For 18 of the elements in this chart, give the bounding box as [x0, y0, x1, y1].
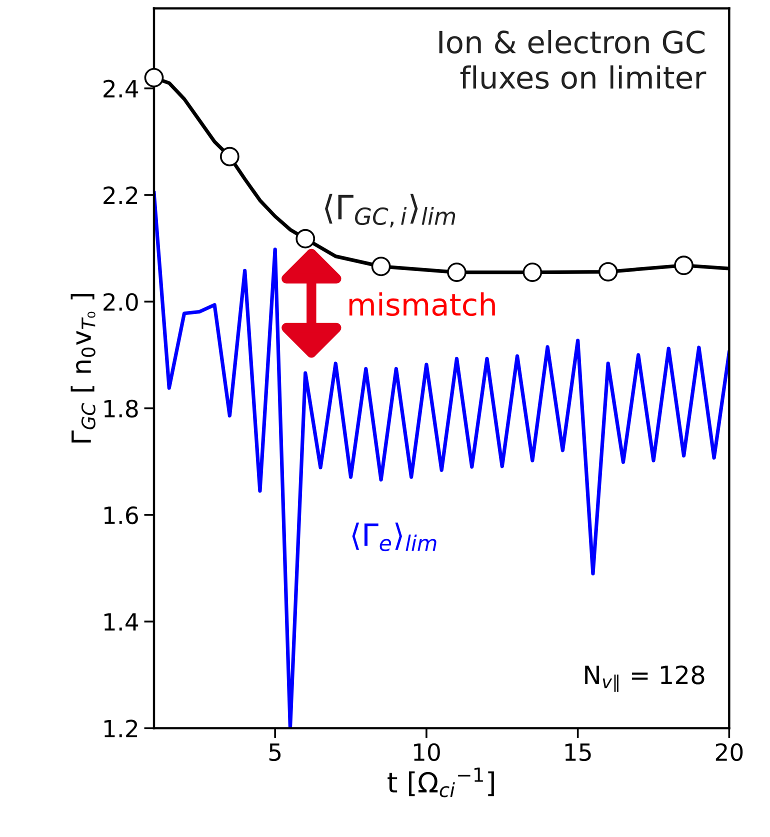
y-tick-label: 2.2 [104, 186, 138, 204]
y-tick-label: 1.4 [104, 613, 138, 631]
annotation: N$_{v∥}$ = 128 [585, 665, 704, 692]
x-axis-title: t [Ω$_{ci}$$^{−1}$] [388, 768, 494, 798]
annotation: Ion & electron GC fluxes on limiter [439, 30, 706, 89]
x-tick-label: 20 [716, 743, 743, 762]
y-tick-label: 1.6 [104, 506, 138, 524]
x-tick-label: 15 [565, 744, 591, 762]
annotation: ⟨Γ$_{GC,i}$⟩$_{lim}$ [325, 194, 456, 228]
annotation: ⟨Γ$_{e}$⟩$_{lim}$ [352, 522, 436, 552]
y-axis-title: Γ$_{GC}$ [ n$_{0}$v$_{T₀}$ ] [70, 294, 96, 442]
y-tick-label: 2.4 [104, 80, 138, 98]
y-tick-label: 2.0 [104, 293, 138, 311]
annotation: mismatch [349, 292, 495, 316]
x-tick-label: 10 [414, 743, 440, 762]
x-tick-label: 5 [269, 744, 281, 762]
y-tick-label: 1.8 [104, 400, 138, 418]
y-tick-label: 1.2 [104, 720, 138, 738]
